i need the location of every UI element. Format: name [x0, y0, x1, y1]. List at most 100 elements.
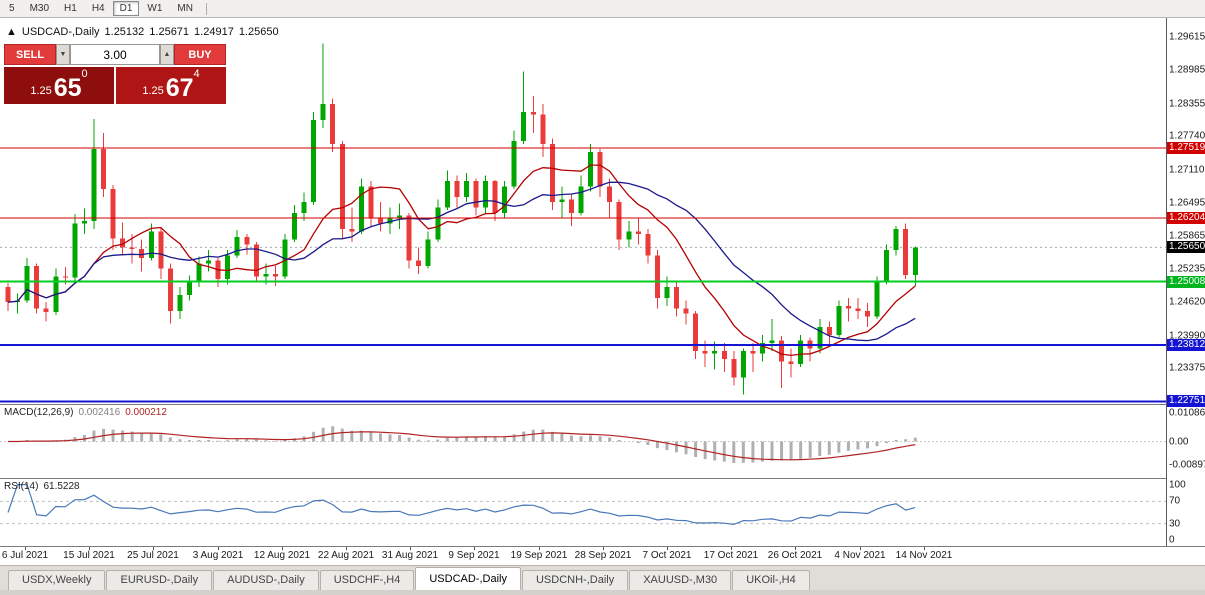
macd-canvas[interactable]: [0, 405, 1166, 478]
date-axis-label: 17 Oct 2021: [703, 550, 759, 561]
timeframe-button-h4[interactable]: H4: [91, 3, 105, 14]
volume-decrease-button[interactable]: ▼: [56, 44, 70, 65]
macd-name: MACD(12,26,9): [4, 407, 74, 418]
ohlc-open: 1.25132: [104, 26, 145, 38]
price-axis-label: 1.26495: [1169, 197, 1205, 208]
timeframe-button-mn[interactable]: MN: [177, 3, 193, 14]
macd-value-main: 0.002416: [78, 407, 121, 418]
rsi-axis-label: 100: [1169, 479, 1186, 491]
rsi-label: RSI(14) 61.5228: [4, 481, 80, 492]
ohlc-high: 1.25671: [149, 26, 190, 38]
panel-separator[interactable]: [0, 478, 1205, 479]
chart-tab-usdcnh-daily[interactable]: USDCNH-,Daily: [521, 570, 629, 590]
price-axis-label: 1.29615: [1169, 31, 1205, 43]
toolbar-separator: [205, 2, 207, 15]
main-chart-panel: ▲ USDCAD-,Daily 1.25132 1.25671 1.24917 …: [0, 18, 1166, 404]
chart-title: ▲ USDCAD-,Daily 1.25132 1.25671 1.24917 …: [6, 26, 279, 38]
timeframe-button-5[interactable]: 5: [9, 3, 15, 14]
date-axis-tick: [860, 547, 861, 550]
ohlc-close: 1.25650: [238, 26, 279, 38]
chart-tab-usdchf-h4[interactable]: USDCHF-,H4: [319, 570, 415, 590]
timeframe-button-h1[interactable]: H1: [64, 3, 77, 14]
date-axis-label: 31 Aug 2021: [381, 550, 439, 561]
price-axis-separator: [1166, 18, 1167, 546]
panel-collapse-icon[interactable]: ▲: [6, 26, 17, 38]
buy-price-point: 4: [193, 68, 200, 80]
panel-separator[interactable]: [0, 546, 1205, 547]
rsi-name: RSI(14): [4, 481, 39, 492]
buy-price-pips: 67: [165, 74, 194, 102]
date-axis-tick: [218, 547, 219, 550]
rsi-indicator-panel: RSI(14) 61.5228: [0, 479, 1166, 546]
date-axis-tick: [25, 547, 26, 550]
price-axis-label: 1.23375: [1169, 362, 1205, 374]
date-axis-label: 26 Oct 2021: [767, 550, 823, 561]
price-axis-label: 1.24620: [1169, 296, 1205, 308]
volume-decrease-icon: ▼: [59, 51, 67, 58]
price-axis-label: 1.25235: [1169, 263, 1205, 275]
date-axis-label: 7 Oct 2021: [642, 550, 692, 561]
rsi-axis-label: 0: [1169, 534, 1175, 546]
chart-tab-usdx-weekly[interactable]: USDX,Weekly: [8, 570, 106, 590]
price-axis-label: 1.25865: [1169, 230, 1205, 242]
ohlc-low: 1.24917: [194, 26, 234, 38]
price-axis-badge: 1.27519: [1167, 142, 1205, 155]
volume-increase-button[interactable]: ▲: [160, 44, 174, 65]
chart-tabs-bar: USDX,Weekly EURUSD-,Daily AUDUSD-,Daily USD…: [0, 565, 1205, 590]
chart-tab-audusd-daily[interactable]: AUDUSD-,Daily: [213, 570, 319, 590]
timeframe-toolbar: 5 M30 H1 H4 D1 W1 MN: [0, 0, 1205, 18]
timeframe-button-w1[interactable]: W1: [147, 3, 163, 14]
date-axis-tick: [346, 547, 347, 550]
volume-input[interactable]: [70, 44, 160, 65]
rsi-canvas[interactable]: [0, 479, 1166, 546]
date-axis-label: 14 Nov 2021: [895, 550, 953, 561]
price-axis-badge: 1.22751: [1167, 395, 1205, 408]
price-axis-badge: 1.25650: [1167, 241, 1205, 254]
macd-label: MACD(12,26,9) 0.002416 0.000212: [4, 407, 167, 418]
one-click-trading-panel: SELL ▼ ▲ BUY 1.25 65 0 1.25 67 4: [4, 44, 226, 104]
panel-separator[interactable]: [0, 404, 1205, 405]
buy-button[interactable]: BUY: [174, 44, 226, 65]
sell-button[interactable]: SELL: [4, 44, 56, 65]
timeframe-button-m30[interactable]: M30: [29, 3, 50, 14]
timeframe-button-d1[interactable]: D1: [112, 1, 140, 16]
price-axis-label: 1.27740: [1169, 130, 1205, 142]
chart-tab-xauusd-m30[interactable]: XAUUSD-,M30: [629, 570, 732, 590]
price-axis-badge: 1.23812: [1167, 339, 1205, 351]
date-axis-tick: [924, 547, 925, 550]
date-axis-tick: [89, 547, 90, 550]
rsi-axis-label: 30: [1169, 518, 1181, 530]
date-axis-label: 4 Nov 2021: [834, 550, 886, 561]
date-axis-label: 22 Aug 2021: [317, 550, 375, 561]
price-axis-label: 1.28985: [1169, 64, 1205, 76]
date-axis-label: 28 Sep 2021: [574, 550, 632, 561]
rsi-value: 61.5228: [43, 481, 80, 492]
date-axis-label: 25 Jul 2021: [127, 550, 179, 561]
chart-tab-eurusd-daily[interactable]: EURUSD-,Daily: [106, 570, 213, 590]
date-axis-tick: [474, 547, 475, 550]
macd-axis-label: 0.00: [1169, 436, 1189, 447]
rsi-axis-label: 70: [1169, 495, 1181, 507]
date-axis-tick: [667, 547, 668, 550]
date-axis-label: 6 Jul 2021: [1, 550, 49, 561]
price-axis-badge: 1.26204: [1167, 212, 1205, 224]
date-axis-tick: [539, 547, 540, 550]
chart-tab-usdcad-daily[interactable]: USDCAD-,Daily: [415, 567, 521, 590]
volume-increase-icon: ▲: [163, 51, 171, 58]
trade-prices-row: 1.25 65 0 1.25 67 4: [4, 67, 226, 104]
macd-axis-label: 0.010869: [1169, 407, 1205, 419]
date-axis-label: 19 Sep 2021: [510, 550, 568, 561]
macd-axis-label: -0.008974: [1169, 459, 1205, 471]
macd-indicator-panel: MACD(12,26,9) 0.002416 0.000212: [0, 405, 1166, 478]
chart-symbol-label: USDCAD-,Daily: [21, 26, 100, 38]
sell-price-point: 0: [81, 68, 88, 80]
date-axis-label: 12 Aug 2021: [253, 550, 311, 561]
buy-price-display[interactable]: 1.25 67 4: [116, 67, 226, 104]
sell-price-display[interactable]: 1.25 65 0: [4, 67, 114, 104]
date-axis-tick: [153, 547, 154, 550]
price-axis[interactable]: 1.29615 1.28985 1.28355 1.27740 1.27110 1.264…: [1167, 18, 1205, 546]
main-chart-canvas[interactable]: [0, 18, 1166, 404]
chart-tab-ukoil-h4[interactable]: UKOil-,H4: [732, 570, 810, 590]
date-axis[interactable]: 6 Jul 2021 15 Jul 2021 25 Jul 2021 3 Aug 20…: [0, 547, 1205, 563]
